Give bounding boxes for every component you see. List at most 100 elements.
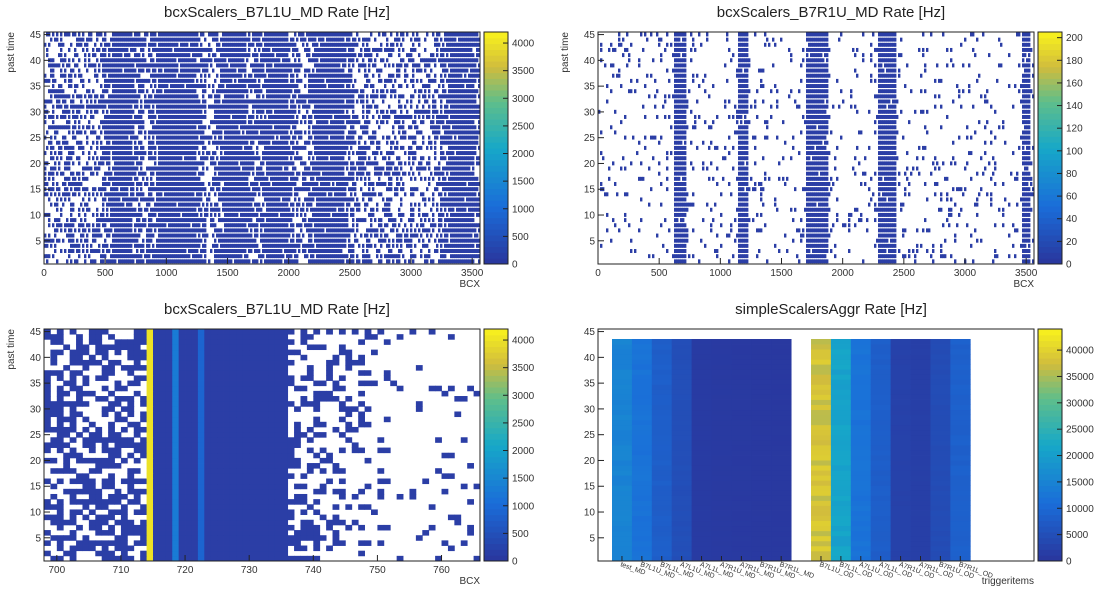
heatmap-cell	[256, 166, 259, 171]
heatmap-cell	[204, 207, 207, 212]
heatmap-cell	[222, 125, 225, 130]
heatmap-cell	[236, 135, 239, 140]
heatmap-cell	[178, 109, 181, 114]
heatmap-cell	[210, 187, 213, 192]
heatmap-cell	[138, 259, 141, 264]
heatmap-cell	[156, 218, 159, 223]
heatmap-cell	[240, 243, 243, 248]
heatmap-cell	[440, 197, 443, 202]
heatmap-cell	[468, 99, 471, 104]
heatmap-cell	[182, 104, 185, 109]
heatmap-cell	[458, 202, 461, 207]
heatmap-cell	[88, 151, 91, 156]
heatmap-cell	[298, 243, 301, 248]
heatmap-cell	[462, 254, 465, 259]
heatmap-cell	[268, 228, 271, 233]
heatmap-cell	[438, 130, 441, 135]
heatmap-cell	[464, 140, 467, 145]
heatmap-cell	[462, 212, 465, 217]
heatmap-cell	[272, 207, 275, 212]
heatmap-cell	[122, 120, 125, 125]
heatmap-cell	[354, 140, 357, 145]
heatmap-cell	[460, 161, 463, 166]
heatmap-cell	[346, 197, 349, 202]
heatmap-cell	[54, 161, 57, 166]
heatmap-cell	[246, 156, 249, 161]
heatmap-cell	[142, 125, 145, 130]
heatmap-cell	[330, 135, 333, 140]
heatmap-cell	[428, 114, 431, 119]
heatmap-cell	[314, 104, 317, 109]
heatmap-cell	[114, 223, 117, 228]
heatmap-cell	[244, 254, 247, 259]
heatmap-cell	[190, 238, 193, 243]
heatmap-cell	[442, 125, 445, 130]
heatmap-cell	[84, 254, 87, 259]
heatmap-cell	[228, 254, 231, 259]
heatmap-cell	[108, 233, 111, 238]
heatmap-cell	[316, 161, 319, 166]
heatmap-cell	[122, 99, 125, 104]
heatmap-cell	[370, 259, 373, 264]
heatmap-cell	[226, 207, 229, 212]
heatmap-cell	[72, 135, 75, 140]
heatmap-cell	[196, 145, 199, 150]
heatmap-cell	[220, 109, 223, 114]
heatmap-cell	[376, 254, 379, 259]
heatmap-cell	[276, 114, 279, 119]
heatmap-cell	[444, 166, 447, 171]
heatmap-cell	[324, 109, 327, 114]
heatmap-cell	[416, 145, 419, 150]
heatmap-cell	[282, 145, 285, 150]
heatmap-cell	[276, 156, 279, 161]
heatmap-cell	[278, 130, 281, 135]
heatmap-cell	[228, 187, 231, 192]
heatmap-cell	[322, 166, 325, 171]
heatmap-cell	[366, 171, 369, 176]
heatmap-cell	[88, 104, 91, 109]
heatmap-cell	[474, 187, 477, 192]
heatmap-cell	[192, 182, 195, 186]
heatmap-cell	[70, 238, 73, 243]
heatmap-cell	[422, 228, 425, 233]
heatmap-cell	[312, 182, 315, 186]
heatmap-cell	[270, 192, 273, 197]
heatmap-cell	[242, 114, 245, 119]
heatmap-cell	[466, 223, 469, 228]
heatmap-cell	[70, 243, 73, 248]
heatmap-cell	[266, 151, 269, 156]
heatmap-cell	[154, 202, 157, 207]
heatmap-cell	[326, 151, 329, 156]
heatmap-cell	[60, 104, 63, 109]
heatmap-cell	[292, 228, 295, 233]
heatmap-cell	[326, 104, 329, 109]
heatmap-cell	[98, 233, 101, 238]
heatmap-cell	[174, 254, 177, 259]
heatmap-cell	[172, 99, 175, 104]
heatmap-cell	[268, 233, 271, 238]
heatmap-cell	[238, 182, 241, 186]
heatmap-cell	[422, 223, 425, 228]
heatmap-cell	[282, 156, 285, 161]
heatmap-cell	[294, 166, 297, 171]
heatmap-cell	[312, 130, 315, 135]
heatmap-cell	[278, 254, 281, 259]
heatmap-cell	[250, 130, 253, 135]
heatmap-cell	[70, 171, 73, 176]
heatmap-cell	[188, 161, 191, 166]
heatmap-cell	[178, 218, 181, 223]
heatmap-cell	[190, 197, 193, 202]
heatmap-cell	[138, 140, 141, 145]
heatmap-cell	[136, 192, 139, 197]
heatmap-cell	[300, 187, 303, 192]
heatmap-cell	[182, 254, 185, 259]
heatmap-cell	[476, 212, 479, 217]
heatmap-cell	[194, 197, 197, 202]
heatmap-cell	[66, 125, 69, 130]
heatmap-cell	[136, 187, 139, 192]
heatmap-cell	[72, 94, 75, 99]
heatmap-cell	[466, 140, 469, 145]
heatmap-cell	[120, 212, 123, 217]
heatmap-cell	[118, 212, 121, 217]
heatmap-cell	[150, 238, 153, 243]
